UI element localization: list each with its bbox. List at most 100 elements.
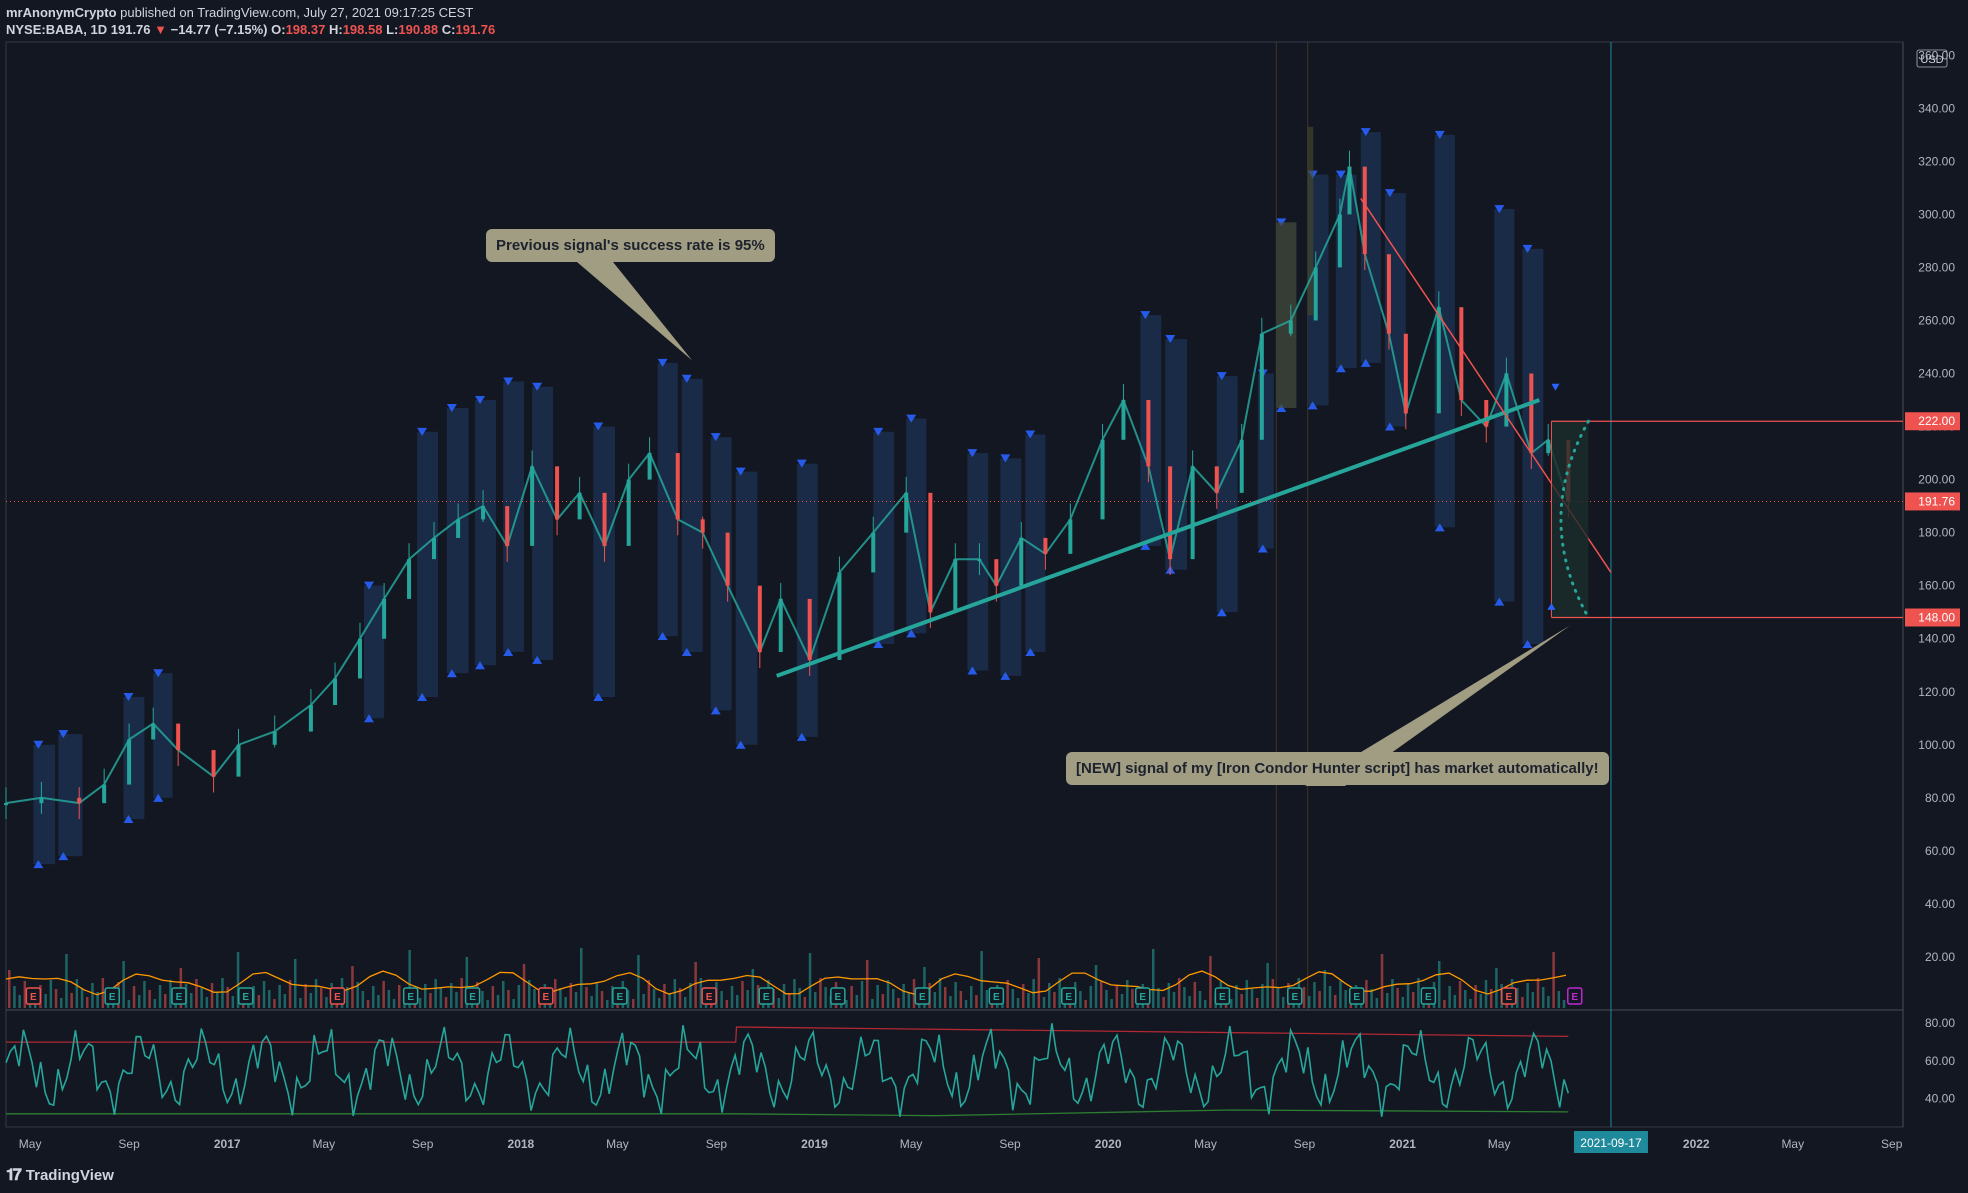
signal-box-top-marker [1216,372,1227,381]
volume-bar [1255,998,1259,1008]
volume-bar [569,983,573,1008]
high-value: 198.58 [342,22,383,37]
volume-bar [283,994,287,1008]
candle-body [4,803,8,806]
earnings-marker: E [612,987,628,1005]
signal-box-bottom-marker [1216,608,1227,617]
volume-bar [756,985,760,1008]
volume-bar [782,984,786,1008]
low-label: L: [386,22,399,37]
candle-body [602,492,607,546]
volume-bar [1079,991,1082,1008]
earnings-marker-label: E [1425,992,1432,1003]
volume-bar [668,993,671,1008]
volume-bar [1489,989,1493,1008]
volume-bar [1302,987,1306,1008]
earnings-marker: E [538,987,554,1005]
candle-body [577,492,582,520]
volume-bar [1562,1000,1566,1008]
publish-line: mrAnonymCrypto published on TradingView.… [6,4,495,21]
volume-bar [319,988,323,1008]
volume-bar [897,998,900,1008]
candle-body [1347,166,1352,215]
earnings-marker-box [538,987,554,1005]
price-tick-label: 200.00 [1918,473,1955,487]
signal-box-bottom-marker [1025,647,1036,656]
volume-bar [1021,984,1025,1008]
earnings-marker-box [1135,987,1151,1005]
earnings-marker: E [830,987,846,1005]
tradingview-logo[interactable]: 𝟏𝟕 TradingView [6,1165,114,1185]
volume-bar [80,988,84,1008]
volume-bar [512,999,515,1008]
oscillator-upper-band [6,1026,1569,1043]
candle-body [333,678,338,706]
volume-bar [741,981,744,1008]
signal-box-bottom-marker [1360,358,1371,367]
time-tick-label: 2019 [801,1137,828,1151]
earnings-marker-label: E [242,992,249,1003]
earnings-marker-label: E [616,992,623,1003]
tradingview-brand: TradingView [25,1166,114,1184]
price-label-text: 222.00 [1918,414,1955,428]
signal-box-top-marker [58,730,69,739]
signal-box-bottom-marker [532,655,543,664]
volume-bar [1053,992,1056,1008]
volume-bar [803,997,807,1008]
candle-body [1190,466,1195,560]
volume-bar [876,985,879,1008]
price-label-bg [1905,412,1960,431]
volume-bar [200,988,203,1008]
volume-bar [169,980,172,1008]
volume-bar [1198,991,1202,1008]
volume-bar [75,979,79,1008]
volume-bar [907,993,911,1008]
oscillator-line [5,1023,1570,1117]
volume-bar [1042,997,1046,1008]
time-tick-label: 2017 [214,1137,241,1151]
volume-bar [626,990,630,1008]
volume-bar [1463,990,1467,1008]
volume-bar [1448,986,1451,1008]
candle-body [953,559,958,613]
signal-box-top-marker [123,693,134,702]
signal-box-top-marker [503,377,514,386]
condor-box [1307,126,1314,316]
volume-bar [725,1000,729,1008]
price-label-tag: 148.00 [1905,608,1960,627]
volume-bar [1266,963,1269,1008]
volume-bar [975,995,978,1008]
earnings-marker-box [237,987,254,1005]
symbol-label[interactable]: NYSE:BABA, 1D [6,22,108,37]
signal-box-bottom-marker [967,666,978,675]
earnings-marker-box [329,987,346,1005]
volume-bar [205,997,209,1008]
volume-bar [371,986,375,1008]
volume-bar [449,983,453,1008]
volume-bar [491,986,495,1008]
signal-box-bottom-marker [417,693,428,702]
candle-body [1068,519,1073,554]
volume-bar [595,982,599,1008]
low-value: 190.88 [398,22,439,37]
earnings-marker-label: E [1291,992,1298,1003]
signal-box-top-marker [1434,130,1445,139]
volume-bar [18,995,21,1008]
volume-bar [813,992,817,1008]
volume-bar [1276,988,1280,1008]
volume-bar [1167,983,1171,1008]
signal-box [657,362,678,637]
volume-bar [408,950,411,1008]
earnings-marker: E [1060,987,1077,1005]
price-tick-label: 100.00 [1918,738,1955,752]
author-name[interactable]: mrAnonymCrypto [6,5,117,20]
price-tick-label: 40.00 [1925,897,1955,911]
currency-badge-box [1916,49,1948,68]
volume-bar [132,986,136,1008]
candle-body [807,598,812,660]
volume-bar [91,983,94,1008]
volume-bar [959,991,963,1008]
signal-box-bottom-marker [906,629,917,638]
candle-body [725,532,730,586]
